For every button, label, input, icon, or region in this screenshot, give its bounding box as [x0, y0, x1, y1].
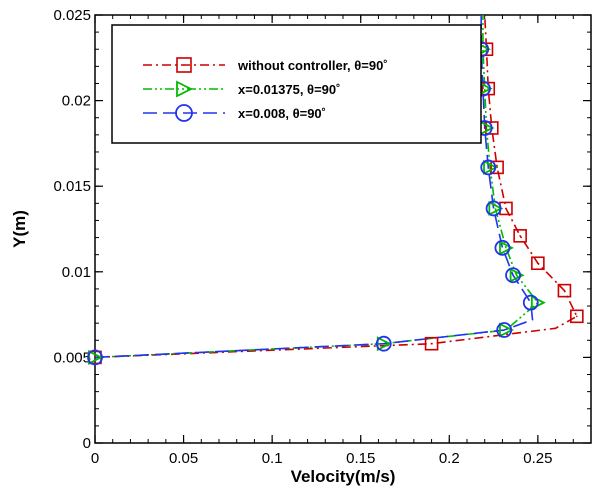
series-marker — [557, 283, 572, 298]
series-line — [95, 15, 578, 359]
axis-tick-labels: 0 0.05 0.1 0.15 0.2 0.25 0 0.005 0.01 0.015 0.02 0.… — [53, 7, 552, 467]
y-tick-label: 0.02 — [62, 93, 91, 110]
y-tick-label: 0 — [83, 435, 91, 452]
series-marker — [499, 322, 514, 338]
series-marker — [376, 336, 392, 352]
series-marker — [490, 160, 504, 175]
series-marker — [175, 104, 193, 122]
series-marker — [424, 336, 439, 351]
series-marker — [499, 240, 514, 256]
legend-label: x=0.01375, θ=90˚ — [238, 82, 340, 97]
series-marker — [522, 294, 539, 311]
series-marker — [88, 349, 104, 365]
y-tick-label: 0.025 — [53, 7, 91, 24]
x-tick-label: 0 — [91, 450, 99, 467]
legend-label: without controller, θ=90˚ — [237, 58, 388, 73]
series-marker — [509, 267, 525, 283]
series-marker — [488, 200, 504, 216]
x-tick-label: 0.2 — [439, 450, 460, 467]
legend-box — [111, 24, 482, 144]
legend-label: x=0.008, θ=90˚ — [238, 106, 326, 121]
y-tick-label: 0.015 — [53, 178, 91, 195]
x-tick-label: 0.15 — [346, 450, 375, 467]
series-marker — [87, 349, 103, 366]
series-marker — [496, 322, 513, 338]
series-marker — [570, 309, 584, 324]
series-marker — [484, 121, 499, 135]
axis-ticks — [94, 14, 592, 444]
series-marker — [483, 159, 499, 175]
series-marker — [513, 229, 527, 243]
x-tick-label: 0.05 — [169, 450, 198, 467]
series-marker — [176, 57, 192, 73]
y-axis-title: Y(m) — [10, 210, 29, 248]
series-marker — [531, 256, 545, 271]
series-marker — [505, 267, 521, 284]
series-marker — [375, 335, 392, 352]
y-tick-label: 0.005 — [53, 349, 91, 366]
series-marker — [485, 200, 502, 217]
x-tick-label: 0.25 — [523, 450, 552, 467]
series-marker — [481, 81, 496, 96]
series-marker — [480, 159, 497, 176]
series-marker — [176, 80, 194, 98]
y-tick-label: 0.01 — [62, 264, 91, 281]
legend: without controller, θ=90˚ x=0.01375, θ=90… — [111, 24, 482, 144]
x-axis-title: Velocity(m/s) — [291, 467, 396, 486]
x-tick-label: 0.1 — [262, 450, 283, 467]
series-marker — [494, 239, 511, 256]
